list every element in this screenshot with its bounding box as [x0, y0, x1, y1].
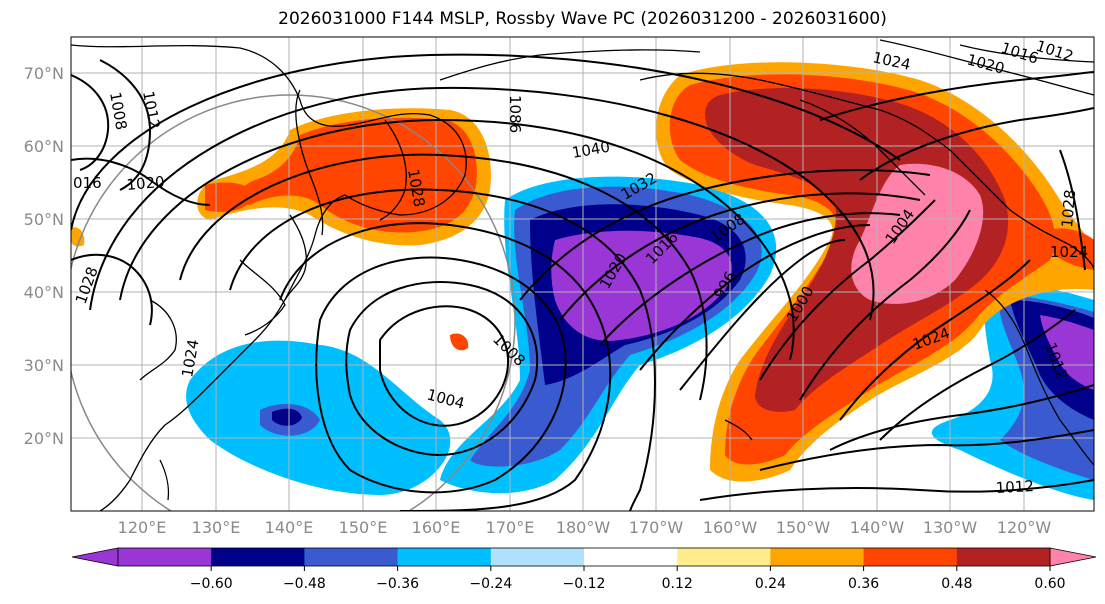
colorbar-segment — [770, 548, 865, 566]
lon-label: 120°E — [118, 518, 167, 537]
colorbar-tick-label: −0.36 — [376, 576, 419, 592]
colorbar-tick-label: −0.12 — [563, 576, 606, 592]
lon-label: 160°E — [412, 518, 461, 537]
anomaly-shading — [71, 62, 1094, 500]
lat-label-30n: 30°N — [24, 356, 64, 375]
lon-label: 120°W — [997, 518, 1052, 537]
lon-label: 140°E — [265, 518, 314, 537]
pos-anomaly-small-ocean — [450, 333, 469, 351]
colorbar-segment — [397, 548, 492, 566]
lat-label-50n: 50°N — [24, 210, 64, 229]
lon-label: 140°W — [850, 518, 905, 537]
lon-label: 130°W — [923, 518, 978, 537]
colorbar-segment — [956, 548, 1051, 566]
lat-label-20n: 20°N — [24, 429, 64, 448]
contour-label: 1012 — [995, 477, 1034, 497]
lon-label: 180°W — [556, 518, 611, 537]
lat-label-40n: 40°N — [24, 283, 64, 302]
pos-anomaly-okhotsk-left — [205, 182, 255, 212]
contour-label: 1020 — [126, 173, 166, 194]
colorbar-tick-label: 0.36 — [848, 576, 879, 592]
lon-label: 160°W — [703, 518, 758, 537]
colorbar-tick-label: −0.60 — [190, 576, 233, 592]
lon-label: 170°W — [629, 518, 684, 537]
contour-label: 1086 — [506, 95, 524, 133]
colorbar-segment — [211, 548, 305, 566]
pos-anomaly-west-edge — [71, 227, 85, 247]
lat-label-60n: 60°N — [24, 137, 64, 156]
colorbar-extend-low — [71, 547, 119, 567]
colorbar-tick-label: 0.60 — [1034, 576, 1065, 592]
neg-anomaly-east-pacific-core — [1040, 315, 1094, 390]
lon-label: 170°E — [486, 518, 535, 537]
contour-label: 016 — [73, 174, 102, 192]
colorbar-tick-label: −0.24 — [469, 576, 512, 592]
colorbar-segment — [677, 548, 771, 566]
contour-label: 1028 — [1058, 189, 1079, 229]
colorbar-segment — [584, 548, 678, 566]
lon-label: 150°E — [339, 518, 388, 537]
colorbar-segment — [304, 548, 399, 566]
map-title: 2026031000 F144 MSLP, Rossby Wave PC (20… — [278, 9, 887, 29]
lon-label: 150°W — [776, 518, 831, 537]
colorbar-segment — [490, 548, 585, 566]
neg-anomaly-west-pacific-dark — [272, 408, 302, 426]
latitude-labels: 70°N 60°N 50°N 40°N 30°N 20°N — [24, 64, 64, 448]
colorbar-extend-high — [1049, 547, 1097, 567]
longitude-labels: 120°E 130°E 140°E 150°E 160°E 170°E 180°… — [118, 518, 1052, 537]
lat-label-70n: 70°N — [24, 64, 64, 83]
colorbar-segment — [863, 548, 958, 566]
colorbar — [71, 547, 1097, 567]
coastlines — [71, 39, 1094, 511]
colorbar-segment — [118, 548, 212, 566]
range-circle — [71, 94, 516, 511]
contour-label: 1024 — [1050, 243, 1088, 261]
colorbar-tick-label: 0.48 — [941, 576, 972, 592]
colorbar-tick-label: 0.12 — [662, 576, 693, 592]
colorbar-tick-label: −0.48 — [283, 576, 326, 592]
colorbar-tick-label: 0.24 — [755, 576, 786, 592]
map-frame — [70, 36, 1095, 512]
isobars — [71, 53, 1094, 511]
lon-label: 130°E — [192, 518, 241, 537]
colorbar-ticks: −0.60 −0.48 −0.36 −0.24 −0.12 0.12 0.24 0.36 0.4… — [190, 566, 1066, 592]
